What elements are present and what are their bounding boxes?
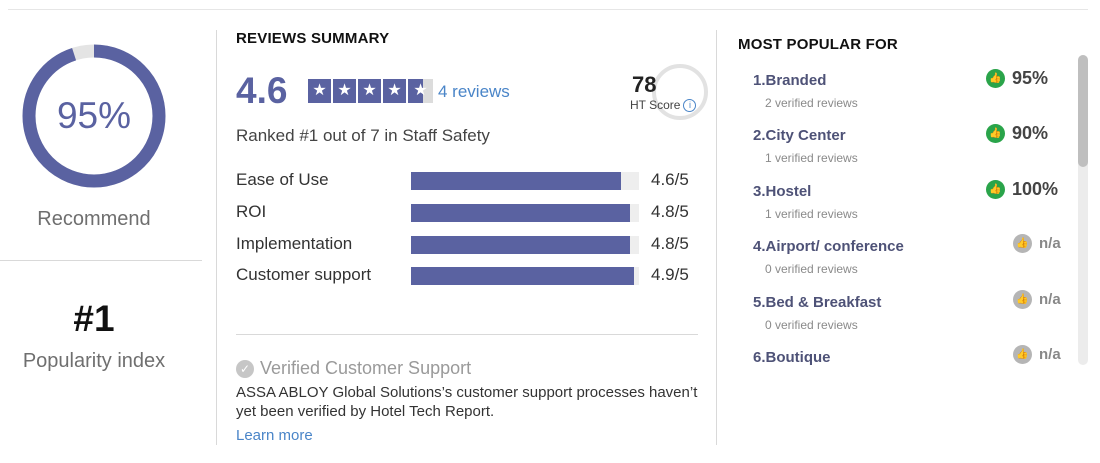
thumbs-up-icon: 👍 [1013, 234, 1032, 253]
popularity-rank: #1 [73, 298, 115, 339]
popular-item-score: 👍 n/a [1013, 234, 1061, 253]
most-popular-title: MOST POPULAR FOR [738, 36, 898, 53]
thumbs-up-icon: 👍 [986, 180, 1005, 199]
metric-bar-fill [411, 236, 630, 254]
popular-list-item[interactable]: 1.Branded 2 verified reviews 👍 95% [753, 68, 1073, 120]
popular-item-percent: 100% [1012, 179, 1059, 199]
popular-item-name[interactable]: 2.City Center [753, 127, 846, 144]
popular-list-item[interactable]: 4.Airport/ conference 0 verified reviews 👍… [753, 234, 1073, 286]
star-rating: ★ ★ ★ ★ ★ [308, 79, 433, 103]
thumbs-up-icon: 👍 [986, 124, 1005, 143]
ht-score-label-text: HT Score [630, 98, 681, 112]
thumbs-up-icon: 👍 [1013, 290, 1032, 309]
popular-item-review-count: 0 verified reviews [765, 318, 858, 332]
popular-list-item[interactable]: 3.Hostel 1 verified reviews 👍 100% [753, 179, 1073, 231]
reviews-summary-panel: REVIEWS SUMMARY 4.6 ★ ★ ★ ★ ★ 4 reviews 78 H… [236, 0, 708, 463]
popular-item-review-count: 2 verified reviews [765, 96, 858, 110]
popular-item-name[interactable]: 3.Hostel [753, 183, 812, 200]
reviews-summary-title: REVIEWS SUMMARY [236, 30, 390, 47]
popular-list-item[interactable]: 6.Boutique 👍 n/a [753, 345, 1073, 366]
ht-score-label: HT Score i [630, 98, 697, 113]
metric-row: Implementation 4.8/5 [236, 234, 706, 256]
scrollbar-thumb[interactable] [1078, 55, 1088, 167]
reviews-count-link[interactable]: 4 reviews [438, 82, 510, 101]
metric-row: Ease of Use 4.6/5 [236, 170, 706, 192]
recommend-panel: 95% Recommend #1 Popularity index [0, 0, 216, 463]
metric-row: ROI 4.8/5 [236, 202, 706, 224]
most-popular-list[interactable]: 1.Branded 2 verified reviews 👍 95% 2.City Ce… [753, 68, 1073, 366]
popular-item-percent: n/a [1039, 291, 1061, 308]
metric-value: 4.8/5 [651, 234, 689, 253]
popular-item-percent: n/a [1039, 235, 1061, 252]
star-icon: ★ [383, 79, 408, 103]
popularity-label: Popularity index [22, 350, 166, 372]
metric-bar-track [411, 204, 639, 222]
star-icon: ★ [308, 79, 333, 103]
popular-item-percent: n/a [1039, 346, 1061, 363]
popular-list-item[interactable]: 5.Bed & Breakfast 0 verified reviews 👍 n/a [753, 290, 1073, 342]
scrollbar[interactable] [1078, 55, 1088, 365]
popular-item-review-count: 1 verified reviews [765, 151, 858, 165]
popular-item-name[interactable]: 5.Bed & Breakfast [753, 294, 882, 311]
popular-item-score: 👍 n/a [1013, 290, 1061, 309]
metric-value: 4.6/5 [651, 170, 689, 189]
popular-item-score: 👍 n/a [1013, 345, 1061, 364]
ht-score-value: 78 [632, 72, 657, 97]
learn-more-link[interactable]: Learn more [236, 427, 313, 444]
popular-item-score: 👍 100% [986, 179, 1058, 200]
metric-value: 4.9/5 [651, 265, 689, 284]
popular-item-name[interactable]: 4.Airport/ conference [753, 238, 904, 255]
overall-rating: 4.6 [236, 70, 288, 111]
metric-label: Customer support [236, 265, 372, 284]
recommend-ring-chart [22, 44, 166, 188]
star-icon: ★ [333, 79, 358, 103]
metric-bar-track [411, 172, 639, 190]
popular-item-name[interactable]: 1.Branded [753, 72, 827, 89]
metric-label: Ease of Use [236, 170, 329, 189]
most-popular-panel: MOST POPULAR FOR 1.Branded 2 verified rev… [738, 0, 1078, 463]
check-circle-icon: ✓ [236, 359, 254, 378]
star-icon: ★ [358, 79, 383, 103]
metric-bar-fill [411, 204, 630, 222]
thumbs-up-icon: 👍 [986, 69, 1005, 88]
verified-support-header: ✓ Verified Customer Support [236, 358, 471, 379]
popular-item-percent: 95% [1012, 68, 1049, 88]
top-divider [8, 9, 1088, 10]
left-divider [0, 260, 202, 261]
column-separator [216, 30, 217, 445]
metric-bar-fill [411, 172, 621, 190]
info-icon[interactable]: i [683, 99, 697, 113]
popular-item-score: 👍 90% [986, 123, 1048, 144]
verified-support-title: Verified Customer Support [260, 358, 472, 378]
popular-item-review-count: 0 verified reviews [765, 262, 858, 276]
popular-item-review-count: 1 verified reviews [765, 207, 858, 221]
verified-support-description: ASSA ABLOY Global Solutions’s customer s… [236, 384, 698, 420]
recommend-percent: 95% [56, 95, 132, 136]
ranked-text: Ranked #1 out of 7 in Staff Safety [236, 126, 490, 145]
metric-value: 4.8/5 [651, 202, 689, 221]
popular-item-percent: 90% [1012, 123, 1049, 143]
popular-item-score: 👍 95% [986, 68, 1048, 89]
recommend-ring: 95% [20, 42, 168, 190]
thumbs-up-icon: 👍 [1013, 345, 1032, 364]
popular-list-item[interactable]: 2.City Center 1 verified reviews 👍 90% [753, 123, 1073, 175]
metric-label: Implementation [236, 234, 353, 253]
column-separator [716, 30, 717, 445]
ht-score-ring-icon [652, 64, 708, 120]
metric-bar-fill [411, 267, 635, 285]
recommend-label: Recommend [37, 208, 151, 230]
metric-bar-track [411, 267, 639, 285]
star-icon: ★ [408, 79, 433, 103]
popular-item-name[interactable]: 6.Boutique [753, 349, 831, 366]
metric-bar-track [411, 236, 639, 254]
metric-row: Customer support 4.9/5 [236, 265, 706, 287]
ht-score-badge: 78 HT Score i [622, 62, 708, 122]
metric-label: ROI [236, 202, 267, 221]
section-divider [236, 334, 698, 335]
